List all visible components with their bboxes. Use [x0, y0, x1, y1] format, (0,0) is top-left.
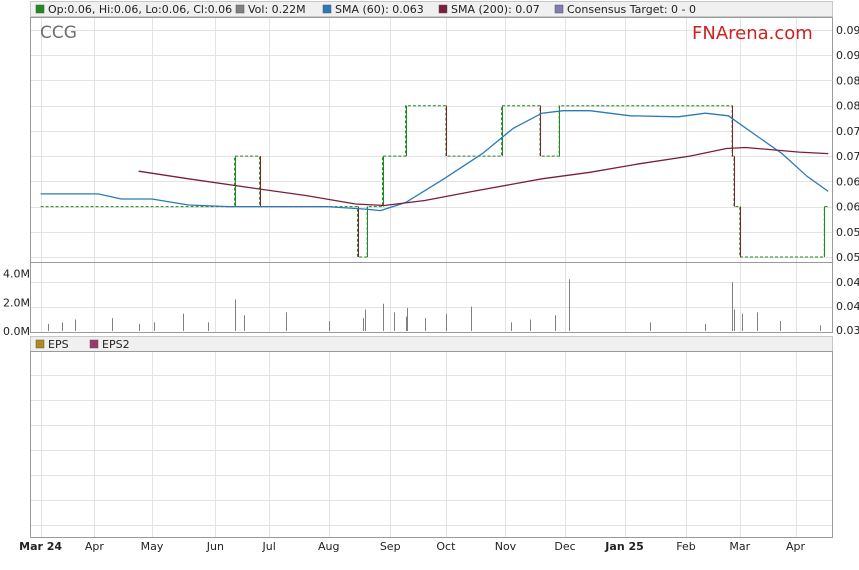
- volume-y-tick-label: 2.0M: [3, 296, 30, 309]
- lower-y-tick-label: 0.045: [836, 276, 859, 289]
- volume-panel: [30, 262, 833, 333]
- price-y-tick-label: 0.075: [836, 125, 859, 138]
- sma60-series-line: [40, 110, 829, 212]
- ticker-symbol: CCG: [40, 23, 77, 43]
- volume-grid: [31, 263, 832, 332]
- legend-label: SMA (60): 0.063: [335, 3, 424, 16]
- lower-y-tick-label: 0.035: [836, 324, 859, 337]
- legend-label: SMA (200): 0.07: [451, 3, 540, 16]
- price-y-tick-label: 0.050: [836, 251, 859, 264]
- x-tick-label: Aug: [318, 540, 339, 553]
- legend-swatch: [322, 4, 332, 14]
- price-legend: Op:0.06, Hi:0.06, Lo:0.06, Cl:0.06 Vol: 0…: [35, 3, 696, 16]
- axis-labels: Mar 24 Apr May Jun Jul Aug Sep Oct Nov Dec Jan 25 F…: [3, 24, 859, 553]
- price-series-layer: [40, 105, 829, 258]
- x-tick-label: Apr: [85, 540, 105, 553]
- sma200-series-line: [138, 146, 829, 207]
- price-legend-bar: [30, 1, 833, 17]
- price-y-tick-label: 0.065: [836, 175, 859, 188]
- legend-label: Vol: 0.22M: [248, 3, 306, 16]
- eps-panel: [30, 351, 833, 538]
- x-tick-label: Jul: [262, 540, 276, 553]
- brand-watermark: FNArena.com: [692, 23, 813, 44]
- x-tick-label: Feb: [676, 540, 695, 553]
- price-y-tick-label: 0.055: [836, 226, 859, 239]
- volume-y-tick-label: 0.0M: [3, 325, 30, 338]
- price-y-tick-label: 0.090: [836, 49, 859, 62]
- price-y-tick-label: 0.070: [836, 150, 859, 163]
- x-tick-label: Jan 25: [604, 540, 643, 553]
- x-tick-label: Sep: [380, 540, 401, 553]
- legend-label: EPS2: [102, 338, 130, 351]
- price-panel: [30, 17, 833, 263]
- legend-swatch: [438, 4, 448, 14]
- legend-swatch: [89, 339, 99, 349]
- volume-y-tick-label: 4.0M: [3, 268, 30, 281]
- eps-grid: [31, 352, 832, 537]
- price-grid: [31, 18, 832, 262]
- x-tick-label: Nov: [495, 540, 517, 553]
- price-y-tick-label: 0.080: [836, 100, 859, 113]
- x-tick-label: Mar 24: [19, 540, 62, 553]
- legend-swatch: [235, 4, 245, 14]
- x-tick-label: Jun: [206, 540, 224, 553]
- x-tick-label: Mar: [729, 540, 750, 553]
- eps-legend-bar: [30, 336, 833, 352]
- price-y-tick-label: 0.060: [836, 201, 859, 214]
- x-tick-label: Apr: [786, 540, 806, 553]
- volume-bar-layer: [48, 279, 821, 331]
- eps-legend: EPS EPS2: [35, 338, 130, 351]
- legend-label: Op:0.06, Hi:0.06, Lo:0.06, Cl:0.06: [48, 3, 232, 16]
- price-y-tick-label: 0.095: [836, 24, 859, 37]
- legend-label: Consensus Target: 0 - 0: [567, 3, 696, 16]
- lower-y-tick-label: 0.040: [836, 300, 859, 313]
- legend-swatch: [554, 4, 564, 14]
- legend-label: EPS: [48, 338, 69, 351]
- legend-swatch: [35, 4, 45, 14]
- x-tick-label: Dec: [554, 540, 575, 553]
- price-y-tick-label: 0.085: [836, 74, 859, 87]
- legend-swatch: [35, 339, 45, 349]
- x-tick-label: May: [141, 540, 164, 553]
- x-tick-label: Oct: [436, 540, 456, 553]
